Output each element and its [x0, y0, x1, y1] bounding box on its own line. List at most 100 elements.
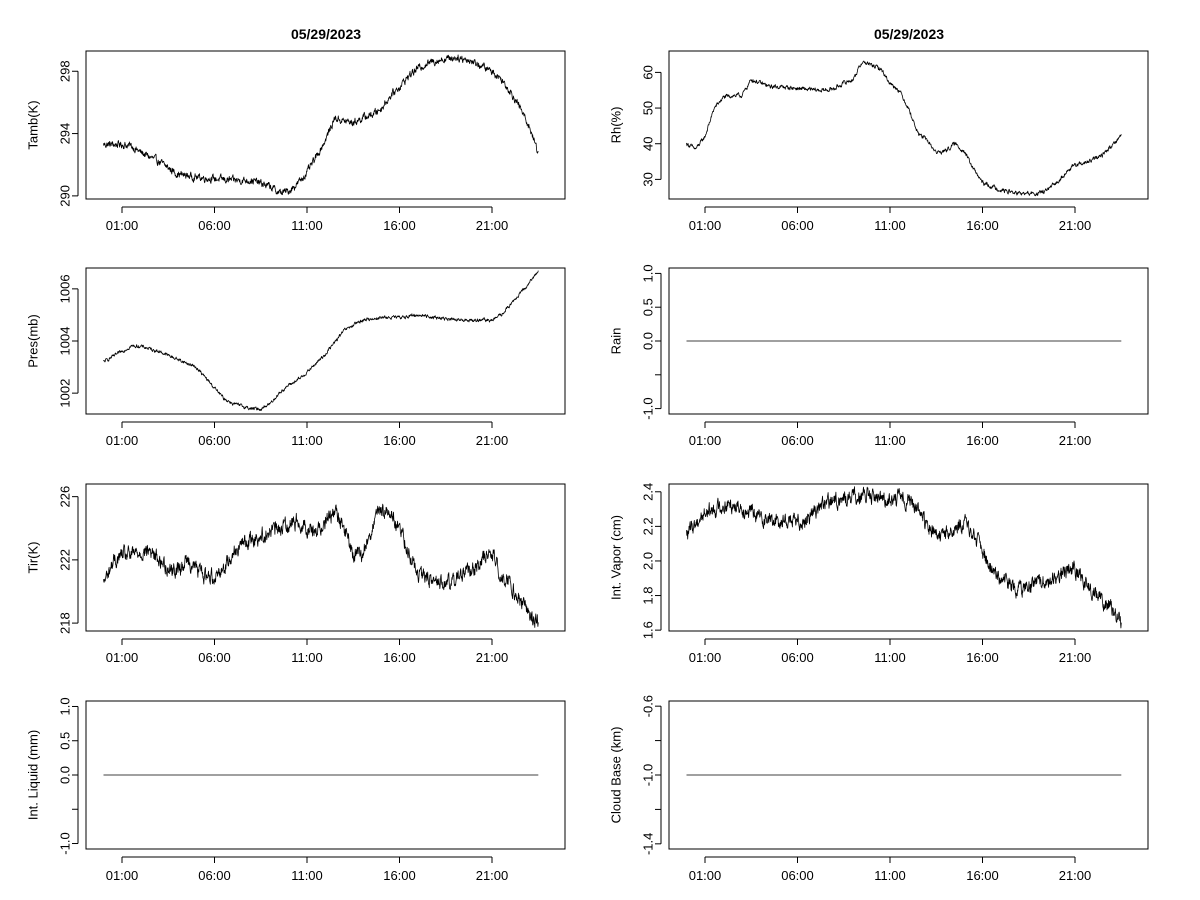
- rain-x-tick-label: 06:00: [781, 433, 814, 448]
- vapor-x-tick-label: 21:00: [1059, 650, 1092, 665]
- liquid-y-tick-label: 0.0: [58, 766, 73, 784]
- cloudbase-x-tick-label: 06:00: [781, 868, 814, 883]
- liquid-y-tick-label: 0.5: [58, 732, 73, 750]
- vapor-y-tick-label: 1.6: [641, 621, 656, 639]
- tamb-y-axis-label: Tamb(K): [26, 100, 41, 149]
- vapor-y-tick-label: 2.4: [641, 483, 656, 501]
- vapor-y-tick-label: 1.8: [641, 587, 656, 605]
- rh-x-tick-label: 21:00: [1059, 218, 1092, 233]
- tir-x-tick-label: 21:00: [476, 650, 509, 665]
- liquid-x-tick-label: 16:00: [383, 868, 416, 883]
- rain-plot-frame: [668, 267, 1149, 415]
- rain-x-tick-label: 16:00: [966, 433, 999, 448]
- tamb-x-tick-label: 06:00: [198, 218, 231, 233]
- vapor-x-tick-label: 06:00: [781, 650, 814, 665]
- cloudbase-y-axis-label: Cloud Base (km): [609, 727, 624, 824]
- vapor-x-tick-label: 01:00: [689, 650, 722, 665]
- liquid-x-tick-label: 11:00: [291, 868, 323, 883]
- tir-y-tick-label: 218: [58, 612, 73, 634]
- panel-liquid: 01:00 06:00 11:00 16:00 21:00 -1.0 0.0 0.5 1.0 In…: [26, 697, 566, 883]
- liquid-x-tick-label: 21:00: [476, 868, 509, 883]
- tir-y-tick-label: 222: [58, 549, 73, 571]
- pres-series-line: [103, 270, 539, 411]
- vapor-plot-frame: [668, 483, 1149, 632]
- tamb-x-tick-label: 11:00: [291, 218, 323, 233]
- pres-x-tick-label: 06:00: [198, 433, 231, 448]
- rh-y-axis-label: Rh(%): [609, 107, 624, 144]
- tir-plot-frame: [85, 483, 566, 632]
- cloudbase-x-tick-label: 16:00: [966, 868, 999, 883]
- rain-x-tick-label: 11:00: [874, 433, 906, 448]
- tamb-series-line: [103, 54, 539, 196]
- cloudbase-y-tick-label: -1.4: [641, 833, 656, 855]
- panel-tamb: 01:00 06:00 11:00 16:00 21:00 290 294 298 Tamb(K…: [26, 50, 566, 233]
- pres-x-tick-label: 01:00: [106, 433, 139, 448]
- tir-y-tick-label: 226: [58, 486, 73, 508]
- tamb-x-tick-label: 21:00: [476, 218, 509, 233]
- pres-x-tick-label: 11:00: [291, 433, 323, 448]
- liquid-y-tick-label: -1.0: [58, 832, 73, 854]
- vapor-y-tick-label: 2.0: [641, 552, 656, 570]
- tir-x-tick-label: 01:00: [106, 650, 139, 665]
- rain-y-axis-label: Rain: [609, 328, 624, 355]
- rh-x-tick-label: 06:00: [781, 218, 814, 233]
- rh-y-tick-label: 50: [641, 101, 656, 115]
- rain-y-tick-label: 0.0: [641, 332, 656, 350]
- pres-x-tick-label: 21:00: [476, 433, 509, 448]
- cloudbase-y-tick-label: -0.6: [641, 695, 656, 717]
- pres-y-tick-label: 1006: [58, 274, 73, 303]
- panel-vapor: 01:00 06:00 11:00 16:00 21:00 1.6 1.8 2.0 2.2 2.4…: [609, 483, 1149, 665]
- rh-plot-frame: [668, 50, 1149, 200]
- panel-tir: 01:00 06:00 11:00 16:00 21:00 218 222 226 Tir(K): [26, 483, 566, 665]
- pres-x-tick-label: 16:00: [383, 433, 416, 448]
- tamb-y-tick-label: 294: [58, 123, 73, 145]
- vapor-y-tick-label: 2.2: [641, 517, 656, 535]
- liquid-y-tick-label: 1.0: [58, 697, 73, 715]
- liquid-x-tick-label: 01:00: [106, 868, 139, 883]
- liquid-y-axis-label: Int. Liquid (mm): [26, 730, 41, 820]
- vapor-x-tick-label: 11:00: [874, 650, 906, 665]
- liquid-x-tick-label: 06:00: [198, 868, 231, 883]
- tamb-x-tick-label: 16:00: [383, 218, 416, 233]
- rh-series-line: [686, 60, 1122, 197]
- tamb-y-tick-label: 298: [58, 60, 73, 82]
- cloudbase-y-tick-label: -1.0: [641, 764, 656, 786]
- tamb-x-tick-label: 01:00: [106, 218, 139, 233]
- rh-y-tick-label: 40: [641, 136, 656, 150]
- tir-x-tick-label: 06:00: [198, 650, 231, 665]
- tir-series-line: [103, 503, 539, 628]
- left-column-date-title: 05/29/2023: [290, 26, 362, 42]
- cloudbase-x-tick-label: 01:00: [689, 868, 722, 883]
- rain-y-tick-label: 1.0: [641, 264, 656, 282]
- right-column-date-title: 05/29/2023: [873, 26, 945, 42]
- vapor-x-tick-label: 16:00: [966, 650, 999, 665]
- pres-plot-frame: [85, 267, 566, 415]
- rh-x-tick-label: 16:00: [966, 218, 999, 233]
- rain-x-tick-label: 01:00: [689, 433, 722, 448]
- vapor-series-line: [686, 486, 1122, 629]
- rh-y-tick-label: 30: [641, 172, 656, 186]
- panel-pres: 01:00 06:00 11:00 16:00 21:00 1002 1004 1006 Pre…: [26, 267, 566, 448]
- pres-y-tick-label: 1004: [58, 327, 73, 356]
- cloudbase-x-tick-label: 21:00: [1059, 868, 1092, 883]
- tamb-plot-frame: [85, 50, 566, 200]
- rh-y-tick-label: 60: [641, 65, 656, 79]
- cloudbase-x-tick-label: 11:00: [874, 868, 906, 883]
- rain-x-tick-label: 21:00: [1059, 433, 1092, 448]
- tir-y-axis-label: Tir(K): [26, 541, 41, 573]
- pres-y-axis-label: Pres(mb): [26, 314, 41, 367]
- rh-x-tick-label: 11:00: [874, 218, 906, 233]
- cloudbase-plot-frame: [668, 700, 1149, 850]
- pres-y-tick-label: 1002: [58, 379, 73, 408]
- panel-rh: 01:00 06:00 11:00 16:00 21:00 30 40 50 60 Rh(%): [609, 50, 1149, 233]
- rain-y-tick-label: 0.5: [641, 298, 656, 316]
- tamb-y-tick-label: 290: [58, 185, 73, 207]
- panel-cloudbase: 01:00 06:00 11:00 16:00 21:00 -1.4 -1.0 -0.6 Clo…: [609, 695, 1149, 883]
- liquid-plot-frame: [85, 700, 566, 850]
- tir-x-tick-label: 11:00: [291, 650, 323, 665]
- rain-y-tick-label: -1.0: [641, 397, 656, 419]
- vapor-y-axis-label: Int. Vapor (cm): [609, 515, 624, 600]
- tir-x-tick-label: 16:00: [383, 650, 416, 665]
- rh-x-tick-label: 01:00: [689, 218, 722, 233]
